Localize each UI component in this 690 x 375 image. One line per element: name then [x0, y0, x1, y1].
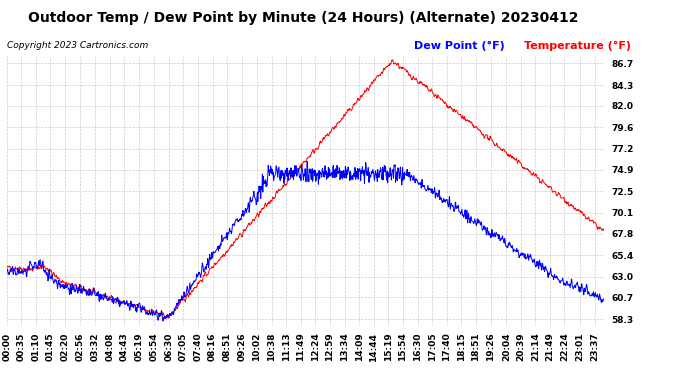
Text: Copyright 2023 Cartronics.com: Copyright 2023 Cartronics.com	[7, 41, 148, 50]
Text: Outdoor Temp / Dew Point by Minute (24 Hours) (Alternate) 20230412: Outdoor Temp / Dew Point by Minute (24 H…	[28, 11, 579, 25]
Text: Temperature (°F): Temperature (°F)	[524, 41, 631, 51]
Text: Dew Point (°F): Dew Point (°F)	[414, 41, 505, 51]
